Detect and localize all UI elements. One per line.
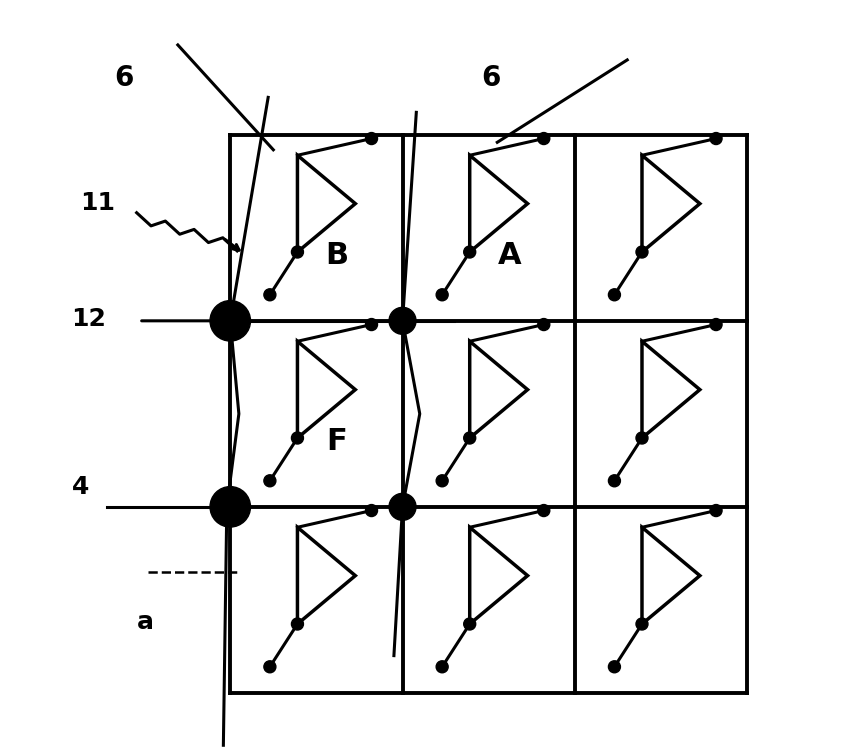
Circle shape: [210, 487, 251, 527]
Circle shape: [538, 505, 550, 517]
Circle shape: [389, 307, 416, 334]
Text: F: F: [326, 427, 348, 456]
Circle shape: [636, 618, 648, 630]
Circle shape: [264, 661, 276, 673]
Circle shape: [264, 475, 276, 487]
Circle shape: [710, 505, 722, 517]
Circle shape: [538, 133, 550, 145]
Circle shape: [538, 318, 550, 330]
Circle shape: [609, 289, 620, 301]
Circle shape: [710, 133, 722, 145]
Circle shape: [609, 661, 620, 673]
Text: 6: 6: [114, 64, 133, 92]
Circle shape: [292, 246, 303, 258]
Circle shape: [609, 475, 620, 487]
Text: 12: 12: [71, 307, 106, 331]
Circle shape: [636, 432, 648, 444]
Circle shape: [710, 318, 722, 330]
Circle shape: [292, 432, 303, 444]
Circle shape: [464, 618, 476, 630]
Circle shape: [210, 300, 251, 341]
Circle shape: [436, 289, 448, 301]
Circle shape: [464, 246, 476, 258]
Circle shape: [366, 505, 377, 517]
Circle shape: [464, 432, 476, 444]
Text: 6: 6: [481, 64, 501, 92]
Circle shape: [636, 246, 648, 258]
Circle shape: [436, 661, 448, 673]
Circle shape: [436, 475, 448, 487]
Circle shape: [292, 618, 303, 630]
Text: B: B: [326, 241, 348, 270]
Text: A: A: [497, 241, 521, 270]
Circle shape: [389, 494, 416, 521]
Circle shape: [264, 289, 276, 301]
Text: 4: 4: [71, 476, 89, 500]
Circle shape: [366, 133, 377, 145]
Text: a: a: [137, 610, 154, 634]
Circle shape: [366, 318, 377, 330]
Text: 11: 11: [81, 191, 116, 215]
